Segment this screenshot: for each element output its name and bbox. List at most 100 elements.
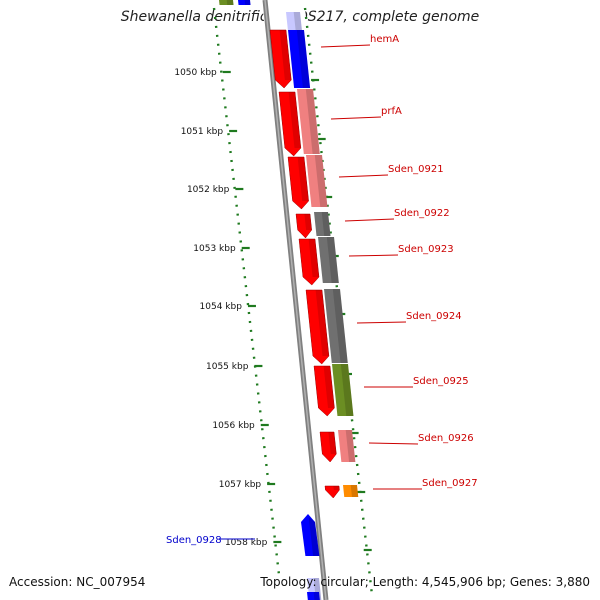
block-prfA-shape xyxy=(297,89,320,154)
label-layer: hemA prfA Sden_0921 Sden_0922 Sden_0923 Sden_… xyxy=(166,34,478,546)
gene-label-Sden_0923-leader xyxy=(348,254,399,257)
gene-arrow-Sden_0922 xyxy=(295,213,312,239)
block-Sden_0923-shade xyxy=(326,237,339,283)
gene-arrow-Sden_0924-shape xyxy=(305,289,330,365)
partial-lavender-block-shape xyxy=(286,12,302,30)
gene-arrow-Sden_0928-shade xyxy=(308,517,320,556)
gene-arrow-Sden_0927-shade xyxy=(333,486,340,490)
partial-lavender-block xyxy=(286,12,302,30)
block-Sden_0922 xyxy=(314,212,331,236)
partial-lavender-block-shade xyxy=(293,12,302,30)
block-hemA-shade xyxy=(296,30,311,88)
partial-blue-bottom-shade xyxy=(313,592,320,600)
gene-arrow-Sden_0926 xyxy=(319,431,337,463)
block-Sden_0921-shape xyxy=(306,155,328,207)
gene-arrow-Sden_0927 xyxy=(324,485,340,499)
block-Sden_0925-shade xyxy=(340,364,354,416)
block-Sden_0927-shape xyxy=(343,485,359,497)
gene-arrow-Sden_0922-shade xyxy=(304,214,312,230)
gene-arrow-prfA-shape xyxy=(278,91,302,157)
gene-label-Sden_0924-leader xyxy=(356,321,407,324)
gene-arrow-Sden_0925-shade xyxy=(323,366,335,408)
gene-label-Sden_0924: Sden_0924 xyxy=(406,311,462,322)
block-Sden_0925-shape xyxy=(332,364,354,416)
partial-blue-bottom xyxy=(307,592,320,600)
gene-arrow-Sden_0923 xyxy=(298,238,320,286)
block-Sden_0926-shade xyxy=(345,430,356,462)
scale-tick-label: 1050 kbp xyxy=(174,68,217,78)
block-Sden_0922-shade xyxy=(321,212,331,236)
block-Sden_0921-shade xyxy=(314,155,328,207)
scale-tick-label: 1058 kbp xyxy=(225,538,268,548)
scale-tick-label: 1055 kbp xyxy=(206,362,249,372)
gene-label-Sden_0922: Sden_0922 xyxy=(394,208,450,219)
gene-arrow-hemA xyxy=(269,29,292,89)
gene-arrow-Sden_0927-shape xyxy=(324,485,340,499)
block-Sden_0924-shade xyxy=(332,289,348,363)
scale-layer: 1050 kbp 1051 kbp 1052 kbp 1053 kbp 1054 kbp… xyxy=(174,7,374,596)
gene-arrow-prfA-shade xyxy=(288,92,301,148)
partial-olive-block-shape xyxy=(219,0,234,5)
scale-tick-label: 1054 kbp xyxy=(200,302,243,312)
partial-blue-block-shade xyxy=(244,0,251,5)
gene-arrow-Sden_0925-shape xyxy=(313,365,335,417)
gene-arrow-Sden_0923-shape xyxy=(298,238,320,286)
accession-text: Accession: NC_007954 xyxy=(9,575,146,589)
gene-arrow-hemA-shade xyxy=(279,30,292,80)
block-Sden_0926-shape xyxy=(338,430,356,462)
gene-label-Sden_0926-leader xyxy=(368,442,419,445)
gene-arrow-Sden_0926-shape xyxy=(319,431,337,463)
gene-arrow-Sden_0925 xyxy=(313,365,335,417)
gene-label-Sden_0927: Sden_0927 xyxy=(422,478,478,489)
block-Sden_0921 xyxy=(306,155,328,207)
scale-tick-label: 1056 kbp xyxy=(212,421,255,431)
gene-arrow-Sden_0923-shade xyxy=(308,239,319,277)
block-Sden_0923-shape xyxy=(318,237,339,283)
gene-label-Sden_0922-leader xyxy=(344,218,395,222)
gene-arrow-Sden_0928-shape xyxy=(301,514,320,556)
block-Sden_0925 xyxy=(332,364,354,416)
gene-label-Sden_0923: Sden_0923 xyxy=(398,244,454,255)
block-hemA xyxy=(288,30,311,88)
gene-arrow-Sden_0922-shape xyxy=(295,213,312,239)
partial-blue-block xyxy=(238,0,251,5)
gene-label-prfA-leader xyxy=(330,116,382,120)
gene-label-Sden_0925: Sden_0925 xyxy=(413,376,469,387)
block-Sden_0927 xyxy=(343,485,359,497)
gene-arrow-Sden_0921-shade xyxy=(297,157,309,201)
gene-label-Sden_0921: Sden_0921 xyxy=(388,164,444,175)
block-Sden_0922-shape xyxy=(314,212,331,236)
scale-tick-label: 1057 kbp xyxy=(219,480,262,490)
block-Sden_0924-shape xyxy=(324,289,348,363)
gene-arrow-hemA-shape xyxy=(269,29,292,89)
gene-arrow-Sden_0928 xyxy=(301,514,320,556)
block-prfA-shade xyxy=(305,89,320,154)
gene-label-hemA: hemA xyxy=(370,34,399,45)
block-Sden_0923 xyxy=(318,237,339,283)
gene-arrow-Sden_0924 xyxy=(305,289,330,365)
block-prfA xyxy=(297,89,320,154)
gene-layer xyxy=(219,0,359,600)
scale-tick-label: 1052 kbp xyxy=(187,185,230,195)
gene-arrow-Sden_0924-shade xyxy=(315,290,329,356)
gene-label-Sden_0921-leader xyxy=(338,174,389,178)
genome-summary-text: Topology: circular; Length: 4,545,906 bp… xyxy=(260,575,590,589)
backbone-highlight xyxy=(264,0,327,600)
gene-label-Sden_0928: Sden_0928 xyxy=(166,535,222,546)
partial-olive-block xyxy=(219,0,234,5)
gene-label-hemA-leader xyxy=(320,44,371,48)
gene-label-prfA: prfA xyxy=(381,106,402,117)
block-Sden_0926 xyxy=(338,430,356,462)
gene-label-Sden_0926: Sden_0926 xyxy=(418,433,474,444)
partial-blue-block-shape xyxy=(238,0,251,5)
gene-arrow-Sden_0926-shade xyxy=(328,432,337,454)
block-Sden_0927-shade xyxy=(350,485,359,497)
gene-arrow-prfA xyxy=(278,91,302,157)
scale-tick-label: 1051 kbp xyxy=(181,127,224,137)
scale-tick-label: 1053 kbp xyxy=(193,244,236,254)
gene-arrow-Sden_0921 xyxy=(287,156,309,210)
partial-olive-block-shade xyxy=(226,0,234,5)
block-hemA-shape xyxy=(288,30,311,88)
block-Sden_0924 xyxy=(324,289,348,363)
